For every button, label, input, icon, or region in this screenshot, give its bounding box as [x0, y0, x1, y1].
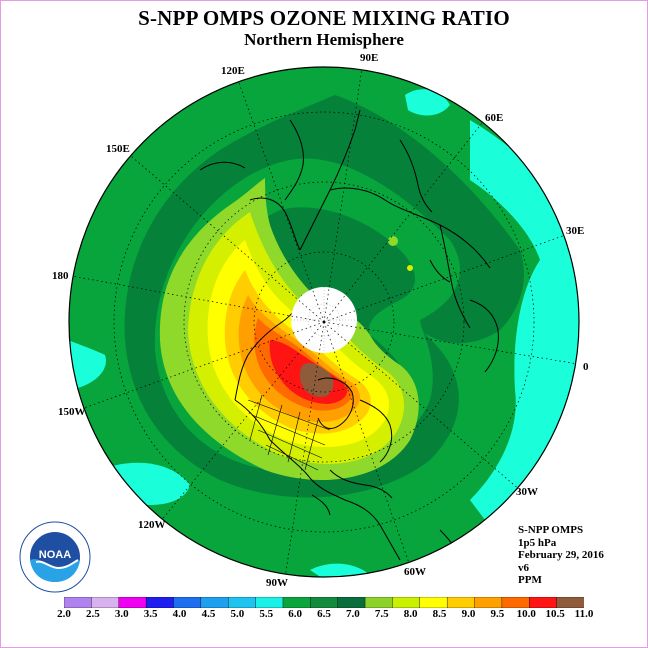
colorbar-tick-label: 2.0 — [57, 608, 71, 620]
lon-label-150e: 150E — [106, 143, 130, 155]
colorbar-tick-label: 6.0 — [288, 608, 302, 620]
colorbar-swatch — [118, 597, 147, 608]
info-level: 1p5 hPa — [518, 536, 557, 549]
colorbar-tick-label: 6.5 — [317, 608, 331, 620]
colorbar-tick-label: 8.0 — [403, 608, 418, 620]
lon-label-30e: 30E — [566, 225, 584, 237]
lon-label-180: 180 — [52, 270, 69, 282]
colorbar-tick-label: 5.5 — [259, 608, 274, 620]
small-light-green-patch — [388, 236, 398, 246]
lon-label-120e: 120E — [221, 65, 245, 77]
info-panel: S-NPP OMPS 1p5 hPa February 29, 2016 v6 … — [518, 524, 604, 587]
colorbar-swatch — [474, 597, 503, 608]
colorbar-swatch — [145, 597, 175, 608]
info-date: February 29, 2016 — [518, 549, 604, 561]
colorbar-swatch — [310, 597, 339, 608]
state-boundaries — [247, 394, 331, 471]
colorbar-swatch — [91, 597, 120, 608]
colorbar-swatch — [64, 597, 93, 608]
colorbar-tick-label: 8.5 — [432, 608, 447, 620]
colorbar-swatch — [529, 597, 558, 608]
colorbar-swatch — [173, 597, 202, 608]
colorbar-swatch — [364, 597, 394, 608]
colorbar-swatch — [228, 597, 257, 608]
colorbar-tick-label: 10.5 — [545, 608, 565, 620]
colorbar-tick-label: 7.0 — [346, 608, 360, 620]
small-yellow-patch — [407, 265, 413, 271]
colorbar-tick-label: 9.0 — [461, 608, 476, 620]
colorbar-tick-label: 4.0 — [172, 608, 187, 620]
colorbar-tick-label: 9.5 — [490, 608, 505, 620]
colorbar-swatch — [501, 597, 530, 608]
colorbar-swatch — [392, 597, 421, 608]
colorbar-tick-label: 3.5 — [143, 608, 158, 620]
colorbar-tick-label: 5.0 — [230, 608, 245, 620]
polar-cap-grid — [291, 287, 357, 353]
lon-label-90e: 90E — [360, 52, 378, 64]
colorbar-swatch — [556, 597, 584, 608]
colorbar-tick-label: 7.5 — [374, 608, 389, 620]
info-version: v6 — [518, 561, 529, 574]
colorbar-swatch — [282, 597, 312, 608]
info-instrument: S-NPP OMPS — [518, 524, 584, 536]
lon-label-0: 0 — [583, 361, 589, 373]
lon-label-60e: 60E — [485, 112, 503, 124]
colorbar-swatch — [200, 597, 229, 608]
noaa-logo: NOAA — [19, 521, 91, 593]
colorbar-tick-label: 3.0 — [114, 608, 129, 620]
page-title: S-NPP OMPS OZONE MIXING RATIO — [138, 6, 510, 30]
colorbar-swatch — [446, 597, 476, 608]
lon-label-30w: 30W — [516, 486, 538, 498]
lon-label-150w: 150W — [58, 406, 86, 418]
colorbar-swatch — [419, 597, 448, 608]
graticule — [71, 67, 579, 577]
colorbar-tick-label: 10.0 — [516, 608, 536, 620]
lon-label-60w: 60W — [404, 566, 426, 578]
lon-label-90w: 90W — [266, 577, 288, 589]
aqua-region-north — [405, 89, 450, 116]
colorbar-tick-label: 2.5 — [86, 608, 100, 620]
colorbar-swatch — [255, 597, 284, 608]
noaa-logo-text: NOAA — [39, 549, 71, 561]
colorbar-swatch — [337, 597, 366, 608]
page-subtitle: Northern Hemisphere — [244, 30, 404, 49]
colorbar-ticks: 2.0 2.5 3.0 3.5 4.0 4.5 5.0 5.5 6.0 6.5 7.0 7.5 8.0 8… — [54, 608, 594, 622]
colorbar-tick-label: 4.5 — [201, 608, 216, 620]
info-units: PPM — [518, 574, 542, 586]
band-11-0 — [299, 363, 334, 397]
colorbar — [64, 597, 584, 608]
colorbar-tick-label: 11.0 — [574, 608, 594, 620]
coastlines — [199, 109, 499, 563]
map-outline — [68, 66, 580, 578]
lon-label-120w: 120W — [138, 519, 166, 531]
aqua-region-west — [69, 340, 106, 390]
